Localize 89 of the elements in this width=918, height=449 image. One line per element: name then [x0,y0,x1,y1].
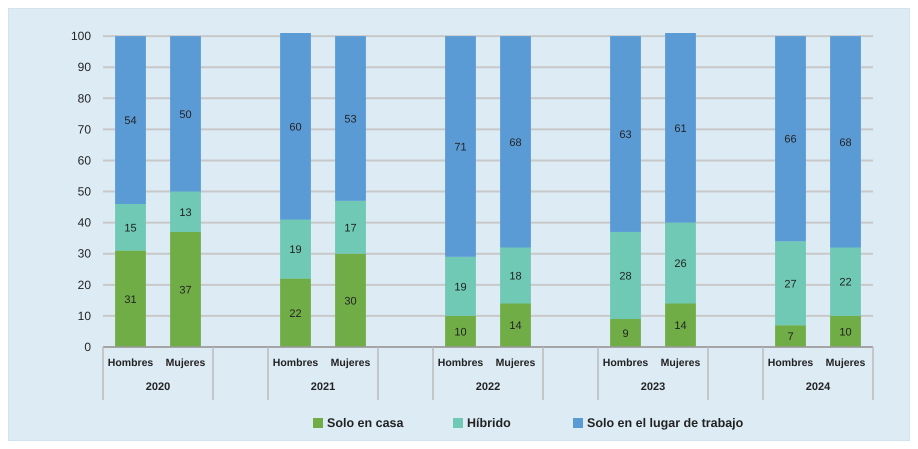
y-tick-label: 100 [70,29,92,44]
x-tick-label: Hombres [438,357,484,369]
data-label: 13 [179,206,192,219]
bar [335,200,366,254]
bar [115,36,146,204]
data-label: 19 [289,244,302,256]
data-label: 18 [509,270,522,282]
x-tick-label: Mujeres [166,357,206,369]
x-tick-label: Hombres [108,357,154,369]
legend-label: Solo en casa [327,416,404,430]
data-label: 68 [839,136,852,149]
bar [830,248,861,316]
bar [610,319,641,347]
data-label: 54 [124,115,137,128]
bar [115,204,146,251]
x-tick-label: Hombres [602,357,648,369]
bar [115,250,146,347]
bar [280,33,311,220]
data-label: 10 [454,326,467,338]
data-label: 22 [839,276,852,289]
y-tick-label: 10 [78,308,92,323]
x-tick-label: Hombres [768,357,814,369]
bar [830,36,861,248]
x-tick-label: Mujeres [330,357,370,369]
data-label: 30 [344,295,357,308]
text: 2022 [476,381,500,393]
x-tick-label: Hombres [272,357,318,369]
bar [665,303,696,347]
data-label: 28 [619,270,632,282]
bar [610,232,641,320]
data-label: 15 [124,222,137,234]
data-label: 53 [344,113,357,126]
bar [445,36,476,257]
text: 2023 [640,381,666,393]
bar [500,36,531,248]
bar [830,316,861,347]
y-tick-label: 90 [78,60,92,74]
data-label: 71 [454,141,467,154]
y-tick-label: 70 [78,122,92,136]
y-tick-label: 60 [78,153,92,168]
y-tick-label: 30 [78,246,92,261]
data-label: 19 [454,281,467,294]
bar [665,222,696,304]
y-tick-label: 50 [78,184,92,199]
data-label: 10 [839,326,852,338]
bar [335,36,366,201]
data-label: 37 [179,284,192,296]
data-label: 61 [674,122,687,135]
bar [170,36,201,192]
bar [335,254,366,347]
data-label: 14 [509,320,522,332]
bar [280,278,311,347]
y-tick-label: 20 [78,278,92,292]
data-label: 31 [124,294,137,306]
data-label: 63 [619,129,632,142]
bar [665,33,696,223]
bar [170,192,201,232]
bar [610,36,641,232]
bar [445,256,476,316]
y-tick-label: 80 [78,91,92,106]
legend-label: Híbrido [467,416,512,430]
data-label: 26 [674,258,687,270]
bar [445,316,476,347]
bar [500,248,531,304]
y-tick-label: 40 [78,216,92,230]
x-tick-label: Mujeres [496,357,536,369]
data-label: 22 [289,308,302,320]
text: 2021 [310,381,336,393]
text: 2024 [806,381,832,393]
data-label: 9 [622,328,629,340]
data-label: 27 [784,278,797,290]
x-tick-label: Mujeres [660,357,700,369]
x-tick-label: Mujeres [826,357,866,369]
data-label: 14 [674,320,687,332]
y-tick-label: 0 [84,340,92,354]
bar [280,220,311,279]
legend-label: Solo en el lugar de trabajo [587,416,744,430]
data-label: 17 [344,222,357,234]
bar [775,36,806,242]
bar [775,325,806,347]
data-label: 66 [784,134,797,146]
bar [170,232,201,347]
data-label: 68 [509,136,522,149]
data-label: 50 [179,108,192,121]
data-label: 60 [289,121,302,134]
bar [775,241,806,326]
text: 2020 [146,381,170,393]
bar [500,303,531,347]
data-label: 7 [787,331,794,344]
